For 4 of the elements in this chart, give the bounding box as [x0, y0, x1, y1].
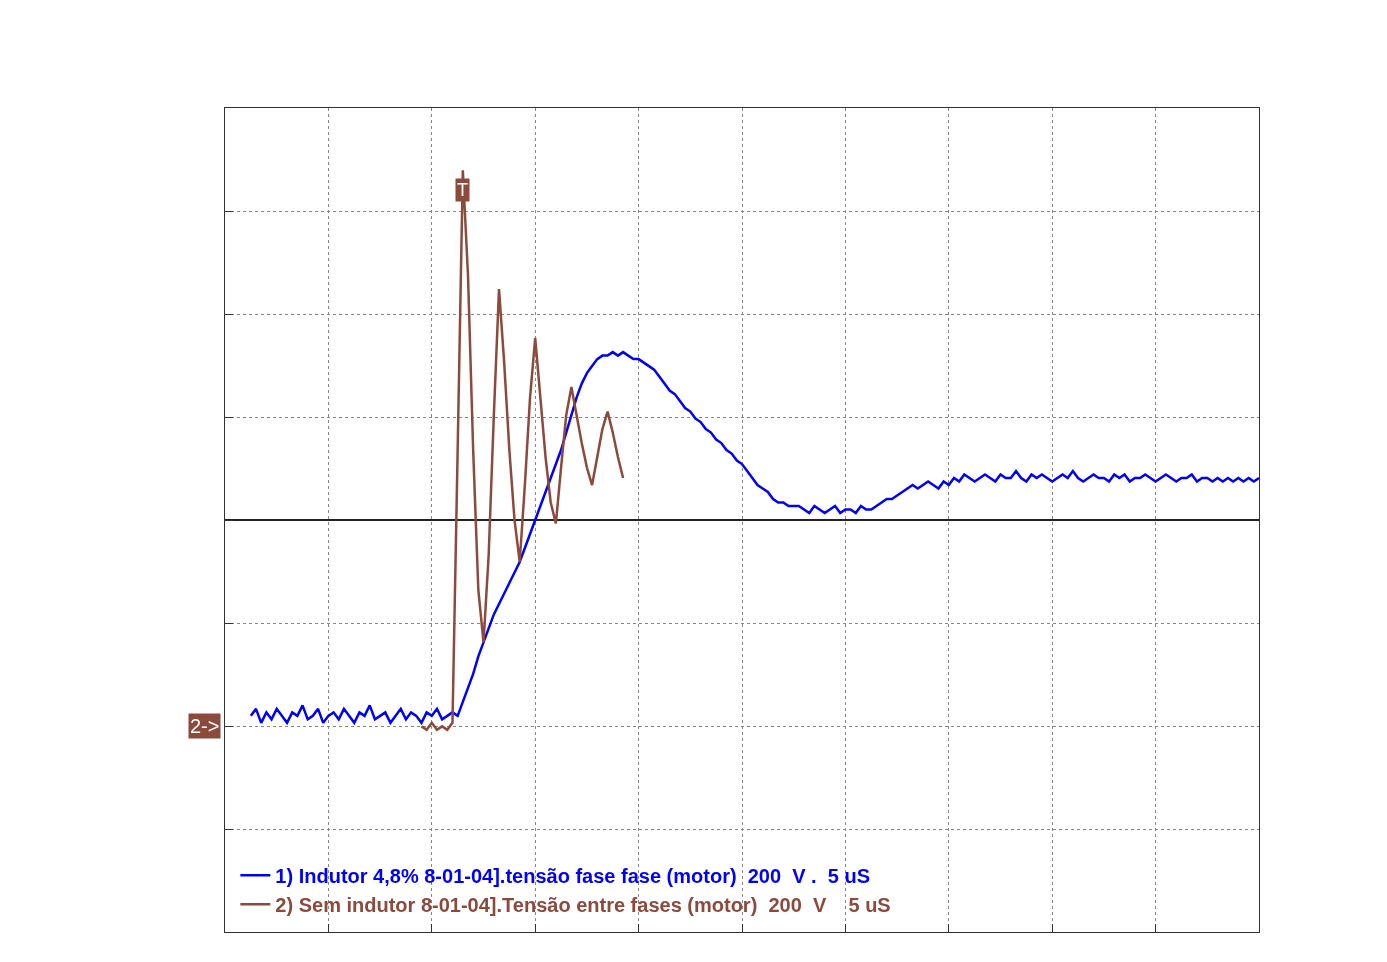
annotation: T: [457, 180, 468, 200]
legend-label: 1) Indutor 4,8% 8-01-04].tensão fase fase (motor) 200 V . 5 uS: [275, 865, 870, 888]
legend-label: 2) Sem indutor 8-01-04].Tensão entre fases (motor) 200 V 5 uS: [275, 894, 891, 917]
text: 2->: [190, 715, 220, 737]
